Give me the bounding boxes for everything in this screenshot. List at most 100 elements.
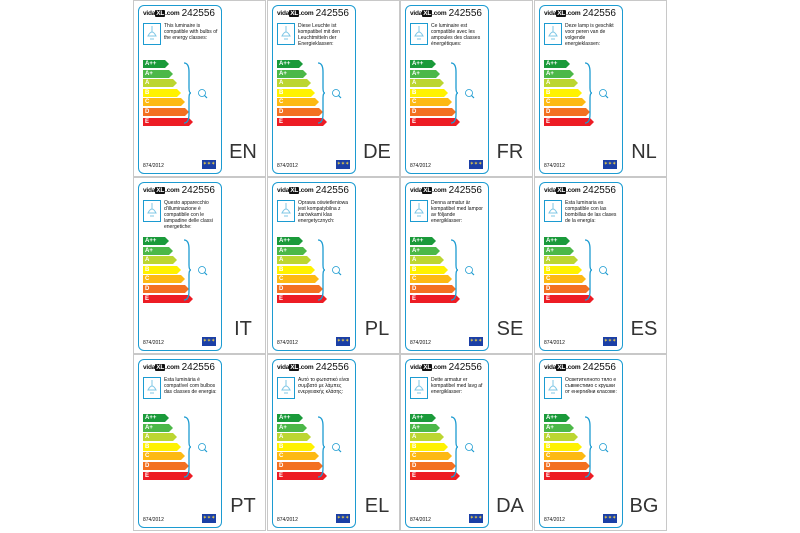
brand-logo: vidaXL.com [143, 187, 180, 194]
energy-class-bar: A [544, 256, 578, 265]
product-code: 242556 [448, 185, 482, 196]
energy-class-bar: B [277, 88, 315, 97]
brand-logo: vidaXL.com [143, 10, 180, 17]
energy-class-bar: A++ [544, 414, 570, 422]
energy-class-bar: B [544, 442, 582, 451]
energy-class-bar: C [410, 98, 452, 107]
product-code: 242556 [315, 185, 349, 196]
brace-icon [317, 239, 325, 301]
energy-class-bar: D [277, 461, 323, 470]
energy-class-bar: A+ [410, 246, 440, 255]
energy-class-bar: B [277, 265, 315, 274]
lamp-icon [410, 23, 428, 45]
brand-logo: vidaXL.com [277, 187, 314, 194]
energy-scale: A++ A+ A B C D E [143, 60, 193, 127]
energy-class-bar: C [544, 98, 586, 107]
energy-scale: A++ A+ A B C D E [277, 60, 327, 127]
energy-label: vidaXL.com 242556 Denna armatur är kompa… [405, 182, 489, 351]
energy-class-bar: A [277, 79, 311, 88]
eu-flag-icon: ✶✶✶ [469, 160, 483, 169]
energy-scale: A++ A+ A B C D E [143, 414, 193, 481]
energy-class-bar: A++ [410, 60, 436, 68]
energy-label: vidaXL.com 242556 Esta luminaria es comp… [539, 182, 623, 351]
brace-icon [317, 62, 325, 124]
energy-class-bar: B [544, 265, 582, 274]
brace-icon [183, 239, 191, 301]
language-code: EL [364, 495, 390, 517]
energy-class-bar: E [410, 471, 460, 480]
energy-class-bar: A [277, 433, 311, 442]
brace-icon [183, 416, 191, 478]
brand-logo: vidaXL.com [143, 364, 180, 371]
energy-scale: A++ A+ A B C D E [143, 237, 193, 304]
energy-class-bar: C [544, 452, 586, 461]
product-code: 242556 [582, 185, 616, 196]
compatibility-text: Ce luminaire est compatible avec les amp… [431, 23, 481, 47]
energy-class-bar: C [544, 275, 586, 284]
energy-class-bar: B [410, 265, 448, 274]
language-code: FR [496, 141, 524, 163]
lamp-icon [410, 377, 428, 399]
energy-class-bar: A [410, 433, 444, 442]
energy-label: vidaXL.com 242556 Diese Leuchte ist komp… [272, 5, 356, 174]
lamp-icon [410, 200, 428, 222]
bulb-icon [465, 266, 475, 276]
language-code: PL [364, 318, 390, 340]
energy-class-bar: B [410, 442, 448, 451]
brand-logo: vidaXL.com [544, 187, 581, 194]
compatibility-text: This luminaire is compatible with bulbs … [164, 23, 218, 41]
product-code: 242556 [315, 362, 349, 373]
energy-class-bar: A+ [143, 423, 173, 432]
energy-class-bar: A+ [410, 69, 440, 78]
language-code: ES [630, 318, 658, 340]
energy-class-bar: A [143, 256, 177, 265]
energy-class-bar: A+ [143, 69, 173, 78]
energy-class-bar: D [410, 284, 456, 293]
energy-class-bar: E [544, 117, 594, 126]
lamp-icon [544, 23, 562, 45]
product-code: 242556 [315, 8, 349, 19]
energy-class-bar: E [410, 294, 460, 303]
energy-class-bar: A++ [410, 414, 436, 422]
brace-icon [584, 239, 592, 301]
energy-class-bar: A+ [544, 423, 574, 432]
energy-class-bar: A++ [544, 60, 570, 68]
energy-class-bar: A+ [544, 69, 574, 78]
energy-class-bar: A++ [277, 60, 303, 68]
energy-class-bar: B [410, 88, 448, 97]
energy-class-bar: C [410, 452, 452, 461]
energy-class-bar: B [544, 88, 582, 97]
energy-class-bar: A+ [410, 423, 440, 432]
eu-flag-icon: ✶✶✶ [202, 160, 216, 169]
energy-class-bar: C [277, 275, 319, 284]
compatibility-text: Dette armatur er kompatibel med lavg af … [431, 377, 483, 395]
energy-label-cell: vidaXL.com 242556 Oprawa oświetleniowa j… [267, 177, 400, 354]
energy-scale: A++ A+ A B C D E [544, 237, 594, 304]
eu-flag-icon: ✶✶✶ [336, 337, 350, 346]
energy-class-bar: E [143, 117, 193, 126]
energy-class-bar: D [143, 461, 189, 470]
compatibility-text: Oprawa oświetleniowa jest kompatybilna z… [298, 200, 349, 224]
energy-class-bar: C [277, 98, 319, 107]
brand-logo: vidaXL.com [277, 364, 314, 371]
regulation-number: 874/2012 [277, 163, 298, 169]
energy-class-bar: A+ [143, 246, 173, 255]
eu-flag-icon: ✶✶✶ [469, 514, 483, 523]
regulation-number: 874/2012 [277, 517, 298, 523]
energy-class-bar: B [277, 442, 315, 451]
compatibility-text: Diese Leuchte ist kompatibel mit den Leu… [298, 23, 340, 47]
lamp-icon [544, 377, 562, 399]
product-code: 242556 [181, 185, 215, 196]
energy-class-bar: E [143, 471, 193, 480]
regulation-number: 874/2012 [143, 340, 164, 346]
brace-icon [584, 416, 592, 478]
bulb-icon [332, 266, 342, 276]
compatibility-text: Questo apparecchio d'illuminazione è com… [164, 200, 213, 230]
eu-flag-icon: ✶✶✶ [603, 160, 617, 169]
energy-class-bar: A [544, 79, 578, 88]
energy-label-cell: vidaXL.com 242556 Dette armatur er kompa… [400, 354, 533, 531]
compatibility-text: Esta luminária é compatível com bulbos d… [164, 377, 217, 395]
energy-class-bar: A+ [277, 246, 307, 255]
product-code: 242556 [582, 8, 616, 19]
